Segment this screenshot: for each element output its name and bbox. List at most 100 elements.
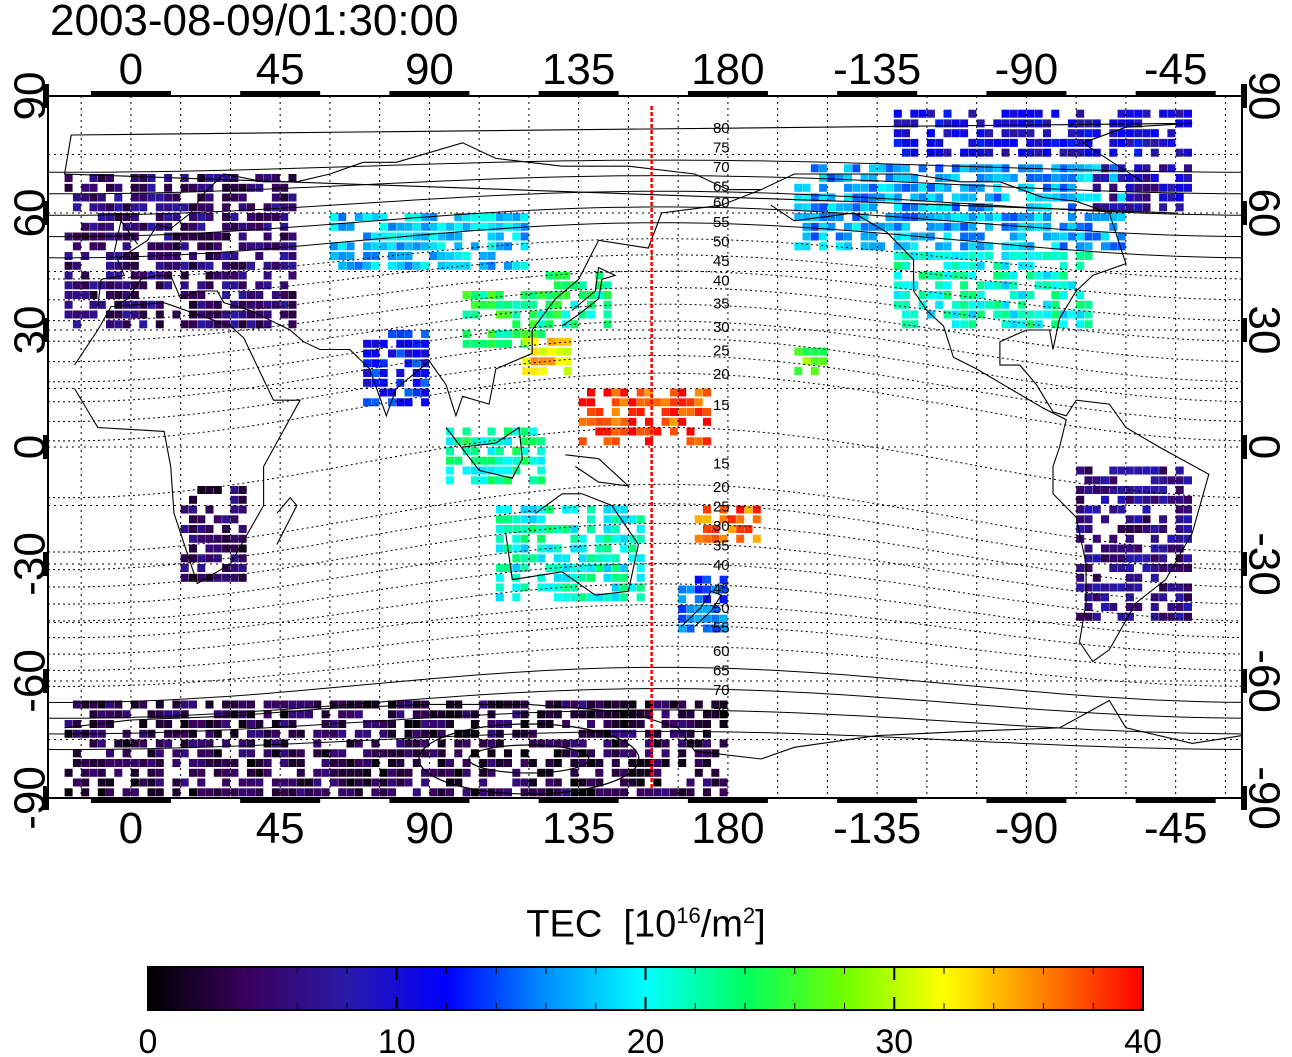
tec-cell — [819, 164, 828, 173]
tec-cell — [678, 788, 687, 797]
tec-cell — [280, 242, 289, 251]
tec-cell — [487, 213, 496, 221]
tec-cell — [1109, 603, 1118, 611]
tec-cell — [504, 437, 512, 446]
tec-cell — [1076, 495, 1085, 504]
tec-cell — [603, 437, 612, 446]
tec-cell — [528, 437, 537, 446]
tec-cell — [578, 291, 587, 299]
tec-cell — [1134, 466, 1143, 475]
tec-cell — [230, 213, 239, 221]
tec-cell — [1101, 515, 1109, 524]
tec-cell — [238, 505, 247, 514]
tec-cell — [819, 222, 828, 231]
tec-cell — [130, 768, 139, 777]
tec-cell — [288, 174, 297, 182]
tec-cell — [1117, 138, 1126, 147]
tec-cell — [1159, 525, 1168, 533]
tec-cell — [960, 271, 969, 280]
tec-cell — [910, 213, 919, 221]
tec-cell — [595, 534, 604, 543]
tec-cell — [338, 788, 347, 797]
tec-cell — [985, 129, 993, 138]
tec-cell — [694, 534, 703, 543]
tec-cell — [727, 525, 736, 533]
tec-cell — [354, 788, 363, 797]
tec-cell — [1134, 183, 1143, 192]
tec-cell — [960, 232, 969, 241]
tec-cell — [562, 320, 571, 329]
tec-cell — [1117, 193, 1126, 202]
tec-cell — [462, 437, 471, 446]
tec-cell — [553, 778, 562, 787]
tec-cell — [89, 242, 98, 251]
tec-cell — [404, 261, 413, 270]
tec-cell — [238, 788, 247, 797]
tec-cell — [993, 271, 1002, 280]
tec-cell — [213, 534, 222, 543]
tec-cell — [587, 398, 595, 407]
tec-cell — [255, 281, 264, 290]
tec-cell — [1051, 310, 1060, 319]
tec-cell — [470, 447, 479, 455]
tec-cell — [363, 339, 372, 348]
tec-cell — [1059, 281, 1068, 290]
tec-cell — [238, 749, 247, 758]
tec-cell — [736, 505, 745, 514]
tec-cell — [487, 739, 496, 748]
colorbar-unit-prefix: [10 — [623, 903, 677, 946]
tec-cell — [238, 720, 247, 728]
tec-cell — [819, 193, 828, 202]
tec-cell — [429, 242, 438, 251]
tec-cell — [645, 710, 653, 719]
tec-cell — [910, 193, 919, 202]
tec-cell — [1092, 203, 1101, 212]
tec-cell — [313, 778, 322, 787]
tec-cell — [139, 759, 148, 767]
tec-cell — [1159, 109, 1168, 118]
tec-cell — [412, 222, 421, 231]
tec-cell — [412, 213, 421, 221]
tec-cell — [902, 261, 910, 270]
tec-cell — [371, 749, 380, 758]
tec-cell — [487, 242, 496, 251]
tec-cell — [603, 593, 612, 602]
tec-cell — [396, 759, 405, 767]
tec-cell — [114, 700, 123, 709]
tec-cell — [172, 788, 181, 797]
tec-cell — [703, 595, 711, 604]
tec-cell — [935, 119, 944, 128]
tec-cell — [1018, 310, 1027, 319]
tec-cell — [1184, 505, 1192, 514]
tec-cell — [280, 759, 289, 767]
tec-cell — [97, 788, 106, 797]
tec-cell — [1142, 129, 1151, 138]
tec-cell — [454, 778, 463, 787]
tec-cell — [976, 213, 985, 221]
tec-cell — [454, 739, 463, 748]
tec-cell — [379, 749, 388, 758]
tec-cell — [205, 174, 214, 182]
tec-cell — [852, 164, 861, 173]
tec-cell — [918, 213, 927, 221]
tec-cell — [338, 213, 347, 221]
tec-cell — [1084, 148, 1093, 157]
tec-cell — [703, 749, 711, 758]
tec-cell — [1150, 466, 1159, 475]
tec-cell — [396, 242, 405, 251]
tec-cell — [155, 778, 164, 787]
tec-cell — [404, 388, 413, 397]
tec-cell — [172, 193, 181, 202]
tec-cell — [1043, 183, 1051, 192]
tec-cell — [595, 417, 604, 426]
tec-cell — [1001, 164, 1010, 173]
tec-cell — [238, 183, 247, 192]
tec-cell — [802, 347, 811, 356]
tec-cell — [1134, 554, 1143, 563]
tec-cell — [1092, 583, 1101, 592]
tec-cell — [495, 310, 504, 319]
tec-cell — [703, 624, 711, 633]
tec-cell — [1009, 281, 1018, 290]
tec-cell — [197, 759, 206, 767]
tec-cell — [354, 700, 363, 709]
